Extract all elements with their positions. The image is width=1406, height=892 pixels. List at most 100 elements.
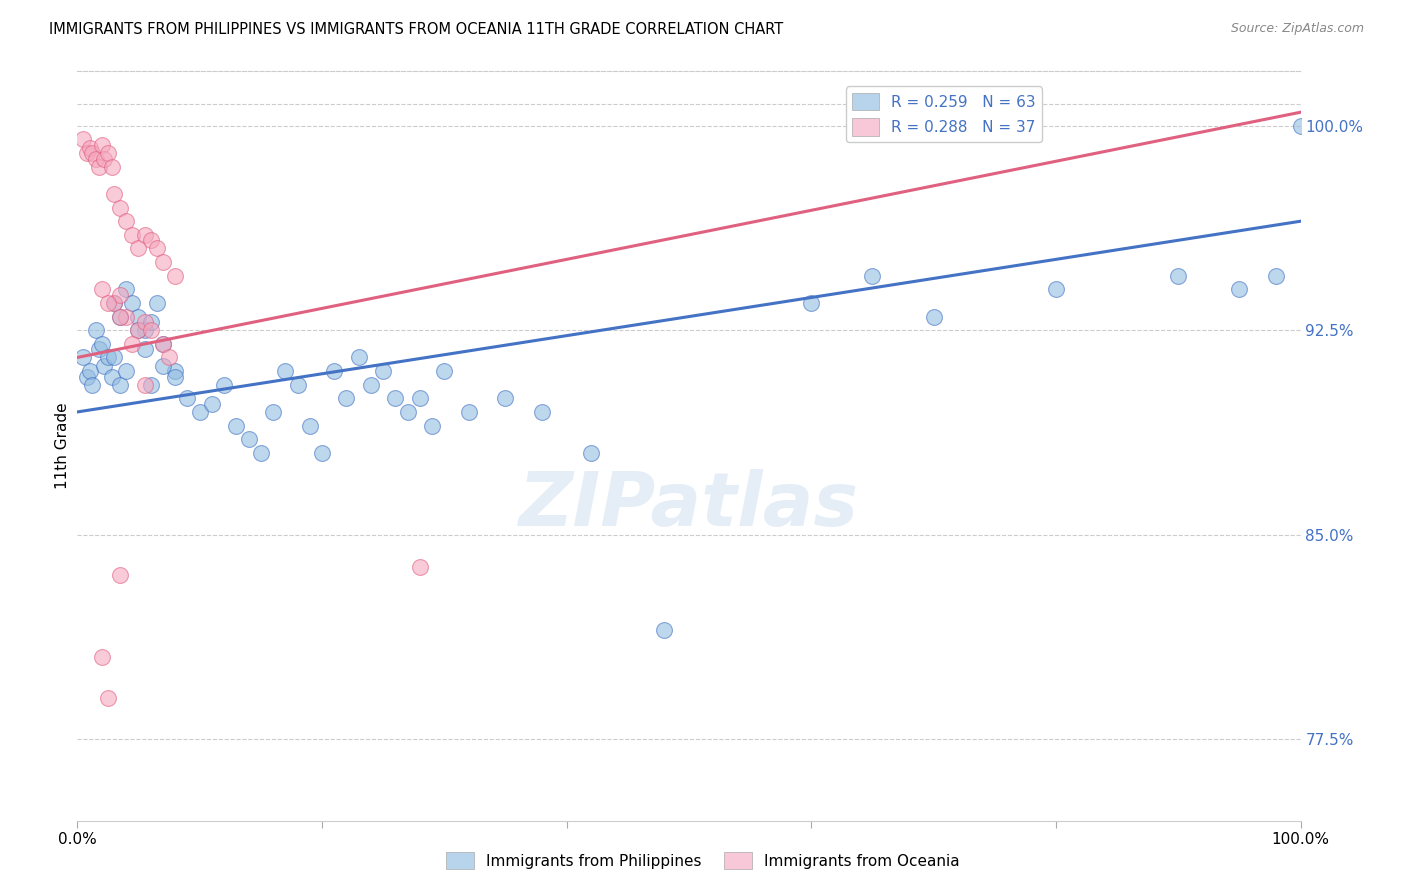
Point <box>90 282 112 296</box>
Point <box>165 268 187 283</box>
Point <box>201 397 224 411</box>
Text: IMMIGRANTS FROM PHILIPPINES VS IMMIGRANTS FROM OCEANIA 11TH GRADE CORRELATION CH: IMMIGRANTS FROM PHILIPPINES VS IMMIGRANT… <box>49 22 783 37</box>
Point <box>152 336 174 351</box>
Point <box>89 343 111 357</box>
Point <box>134 323 156 337</box>
Point <box>84 323 107 337</box>
Point <box>1265 268 1288 283</box>
Point <box>103 186 125 201</box>
Point <box>134 315 156 329</box>
Point <box>115 282 138 296</box>
Point <box>420 418 443 433</box>
Point <box>121 227 143 242</box>
Point <box>108 287 131 301</box>
Point <box>298 418 321 433</box>
Point <box>654 623 676 637</box>
Point <box>103 351 125 365</box>
Point <box>108 377 131 392</box>
Point <box>121 336 143 351</box>
Point <box>323 364 346 378</box>
Point <box>100 369 122 384</box>
Point <box>100 160 122 174</box>
Text: Source: ZipAtlas.com: Source: ZipAtlas.com <box>1230 22 1364 36</box>
Point <box>121 296 143 310</box>
Point <box>97 351 120 365</box>
Point <box>495 392 517 406</box>
Point <box>139 377 162 392</box>
Point <box>134 343 156 357</box>
Point <box>1229 282 1251 296</box>
Point <box>579 446 602 460</box>
Point <box>79 364 101 378</box>
Point <box>72 132 94 146</box>
Point <box>800 296 823 310</box>
Point <box>90 137 112 152</box>
Point <box>1289 119 1312 133</box>
Point <box>97 296 120 310</box>
Point <box>262 405 284 419</box>
Y-axis label: 11th Grade: 11th Grade <box>55 402 70 490</box>
Point <box>360 377 382 392</box>
Point <box>384 392 406 406</box>
Point <box>127 323 149 337</box>
Point <box>157 351 180 365</box>
Legend: Immigrants from Philippines, Immigrants from Oceania: Immigrants from Philippines, Immigrants … <box>440 846 966 875</box>
Point <box>108 201 131 215</box>
Point <box>457 405 479 419</box>
Point <box>152 255 174 269</box>
Point <box>152 359 174 373</box>
Point <box>93 359 115 373</box>
Point <box>165 364 187 378</box>
Point <box>139 323 162 337</box>
Point <box>146 242 169 256</box>
Point <box>139 233 162 247</box>
Point <box>409 392 432 406</box>
Point <box>152 336 174 351</box>
Point <box>115 364 138 378</box>
Point <box>80 377 103 392</box>
Point <box>409 560 432 574</box>
Point <box>922 310 945 324</box>
Text: ZIPatlas: ZIPatlas <box>519 469 859 542</box>
Point <box>862 268 884 283</box>
Point <box>108 568 131 582</box>
Point <box>531 405 554 419</box>
Point <box>274 364 297 378</box>
Point <box>1045 282 1067 296</box>
Point <box>371 364 394 378</box>
Point <box>212 377 235 392</box>
Point <box>103 296 125 310</box>
Point <box>76 146 98 161</box>
Point <box>108 310 131 324</box>
Point <box>90 336 112 351</box>
Point <box>97 691 120 706</box>
Point <box>396 405 419 419</box>
Point <box>134 377 156 392</box>
Point <box>93 152 115 166</box>
Point <box>250 446 273 460</box>
Point <box>90 650 112 665</box>
Point <box>134 227 156 242</box>
Point <box>165 369 187 384</box>
Point <box>108 310 131 324</box>
Point <box>127 310 149 324</box>
Point <box>115 214 138 228</box>
Point <box>433 364 456 378</box>
Point <box>80 146 103 161</box>
Point <box>79 141 101 155</box>
Point <box>287 377 309 392</box>
Point <box>89 160 111 174</box>
Point <box>76 369 98 384</box>
Point <box>176 392 198 406</box>
Point <box>97 146 120 161</box>
Point <box>188 405 211 419</box>
Point <box>115 310 138 324</box>
Point <box>347 351 370 365</box>
Point <box>1167 268 1189 283</box>
Point <box>225 418 247 433</box>
Point <box>84 152 107 166</box>
Point <box>139 315 162 329</box>
Point <box>238 432 260 446</box>
Point <box>72 351 94 365</box>
Point <box>311 446 333 460</box>
